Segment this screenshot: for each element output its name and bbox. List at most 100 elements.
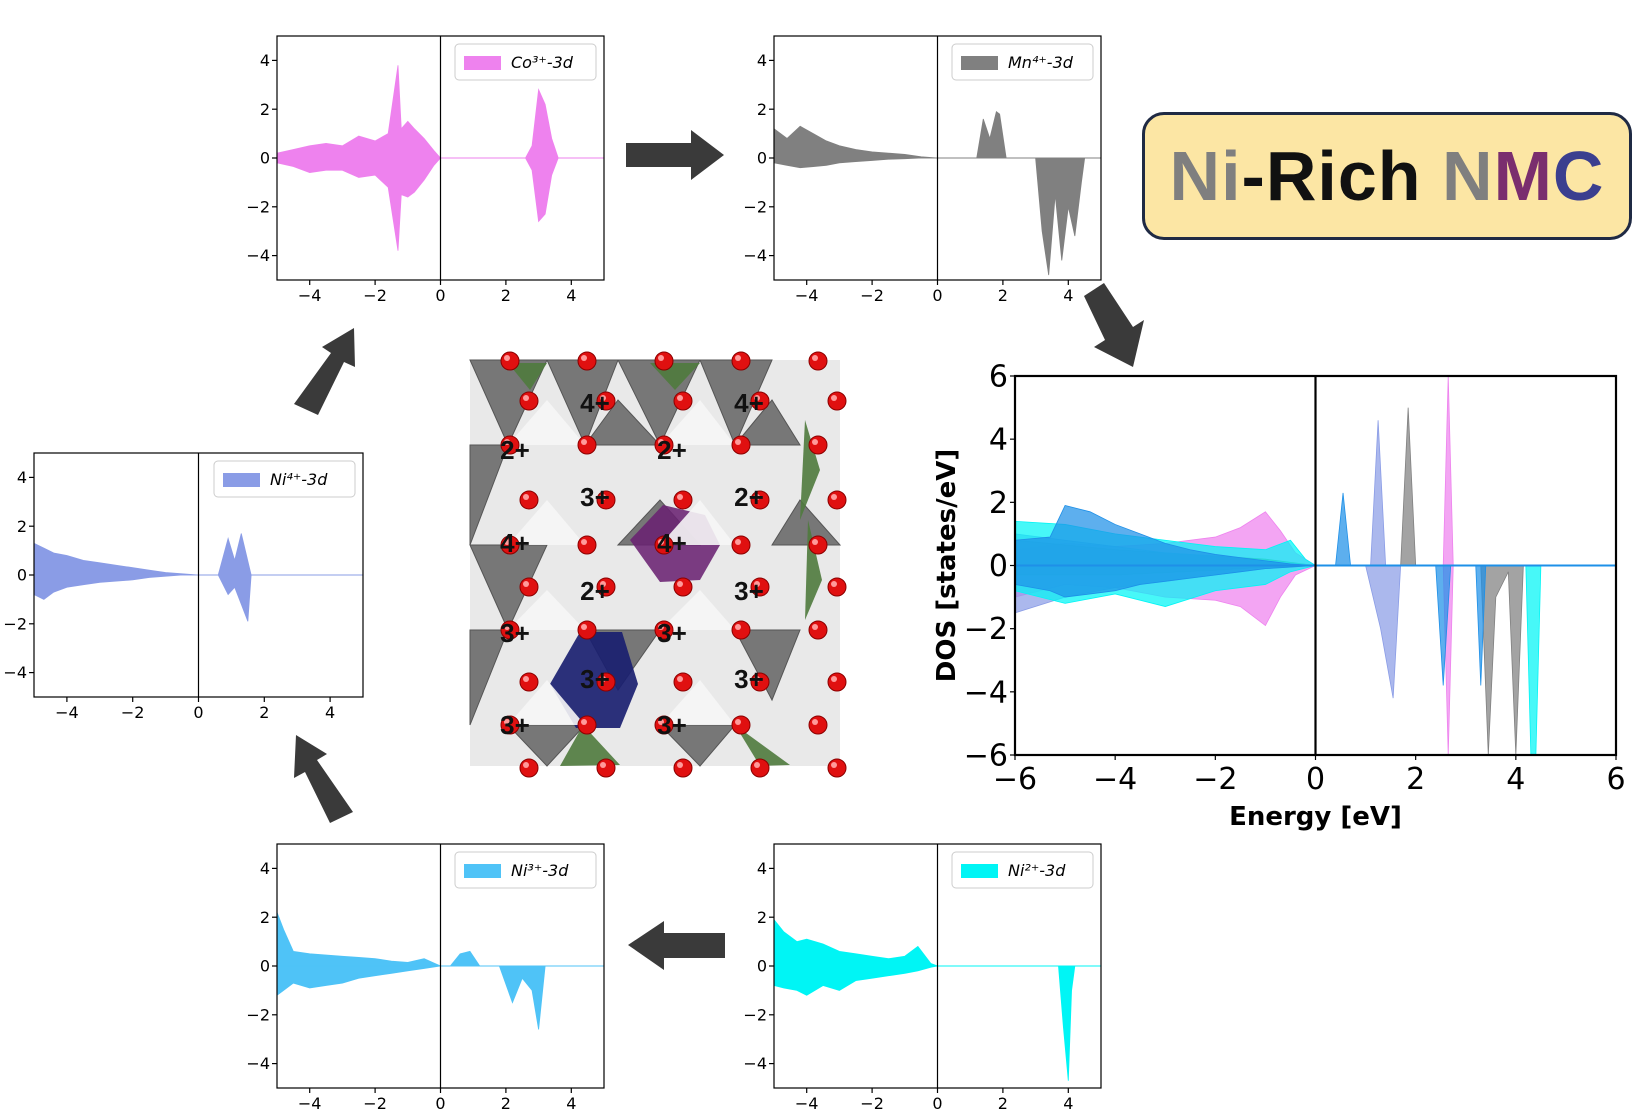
oxygen-atom — [827, 577, 847, 597]
oxygen-atom — [577, 435, 597, 455]
oxidation-state-label: 3+ — [657, 618, 687, 648]
oxygen-atom — [654, 351, 674, 371]
lattice-triangle — [508, 500, 585, 545]
x-tick-label: −6 — [993, 762, 1037, 797]
plot-area — [34, 533, 363, 622]
oxygen-atom — [731, 535, 751, 555]
lattice-triangle — [660, 590, 735, 630]
legend: Ni³⁺-3d — [454, 851, 597, 889]
y-tick-label: 0 — [260, 149, 270, 168]
series-down-area — [774, 157, 1101, 276]
x-tick-label: 0 — [193, 703, 203, 722]
series-down-area — [277, 965, 604, 1030]
octahedron-face — [733, 399, 801, 446]
legend: Co³⁺-3d — [454, 43, 597, 81]
y-tick-label: −4 — [743, 1054, 767, 1073]
x-tick-label: −4 — [55, 703, 79, 722]
lattice-triangle — [660, 680, 735, 725]
x-tick-label: 4 — [325, 703, 335, 722]
crystal-structure: 4+ 4+ 2+ 2+ 3+ 2+ 4+ 4+ 2+ 3+ 3+ 3+ 3+ 3+ 3+ 3+ — [469, 351, 847, 778]
oxygen-atom — [827, 391, 847, 411]
y-tick-label: 2 — [17, 517, 27, 536]
atom-highlight — [677, 581, 683, 587]
x-tick-label: 2 — [998, 286, 1008, 305]
legend-box — [454, 851, 597, 889]
y-tick-label: −2 — [3, 614, 27, 633]
x-axis-label: Energy [eV] — [1229, 802, 1402, 832]
dos-plot-co3: −4 −2 0 2 4 4 2 0 −2 −4 Co³⁺-3d — [246, 35, 605, 305]
series-down-area — [277, 157, 604, 251]
y-tick-label: −4 — [246, 1054, 270, 1073]
x-tick-label: 0 — [932, 286, 942, 305]
dos-plots-layer: −4 −2 0 2 4 4 2 0 −2 −4 Co³⁺-3d −4 −2 0 2 4 4 2 0 −2 −4 Mn⁴⁺-… — [3, 35, 1626, 1113]
title-part-n: N — [1442, 137, 1494, 215]
oxidation-state-label: 2+ — [500, 435, 530, 465]
legend-label: Ni⁴⁺-3d — [270, 470, 328, 489]
x-tick-label: 2 — [998, 1094, 1008, 1113]
oxygen-atom — [731, 351, 751, 371]
series-down-area — [34, 574, 363, 622]
atom-highlight — [735, 439, 741, 445]
atom-highlight — [504, 355, 510, 361]
lattice-triangle — [508, 400, 585, 445]
legend-swatch — [961, 864, 998, 878]
octahedron-face — [771, 499, 842, 546]
title-part-m: M — [1493, 137, 1553, 215]
legend-label: Ni²⁺-3d — [1008, 861, 1066, 880]
atom-highlight — [658, 719, 664, 725]
y-tick-label: −4 — [3, 663, 27, 682]
plot-area — [774, 919, 1101, 1081]
x-tick-label: 2 — [259, 703, 269, 722]
plot-area — [774, 110, 1101, 276]
atom-highlight — [523, 581, 529, 587]
y-tick-label: 6 — [989, 360, 1008, 395]
lattice-triangle — [660, 500, 735, 545]
y-tick-label: −2 — [246, 1005, 270, 1024]
arrow-down-right-icon — [1084, 283, 1144, 367]
dos-plot-ni4: −4 −2 0 2 4 4 2 0 −2 −4 Ni⁴⁺-3d — [3, 452, 364, 722]
oxygen-atom — [827, 758, 847, 778]
atom-highlight — [581, 624, 587, 630]
x-tick-label: 4 — [566, 286, 576, 305]
y-tick-label: −2 — [246, 197, 270, 216]
x-tick-label: 6 — [1606, 762, 1625, 797]
y-tick-label: −2 — [743, 1005, 767, 1024]
y-tick-label: −4 — [743, 246, 767, 265]
tetrahedron-face — [560, 725, 620, 766]
legend: Ni²⁺-3d — [951, 851, 1094, 889]
atom-highlight — [754, 494, 760, 500]
x-tick-label: 4 — [566, 1094, 576, 1113]
atom-highlight — [831, 762, 837, 768]
atom-highlight — [600, 762, 606, 768]
atom-highlight — [735, 624, 741, 630]
atom-highlight — [581, 719, 587, 725]
oxidation-state-label: 2+ — [734, 482, 764, 512]
series-down-area — [774, 965, 1101, 1081]
x-tick-label: 0 — [435, 1094, 445, 1113]
tetrahedron-face — [508, 363, 547, 390]
y-tick-label: 2 — [260, 100, 270, 119]
oxidation-state-label: 3+ — [657, 710, 687, 740]
x-tick-label: 2 — [501, 1094, 511, 1113]
atom-highlight — [523, 395, 529, 401]
atom-highlight — [812, 355, 818, 361]
oxygen-atom — [596, 758, 616, 778]
dos-plot-ni2: −4 −2 0 2 4 4 2 0 −2 −4 Ni²⁺-3d — [743, 843, 1102, 1113]
legend-box — [951, 43, 1094, 81]
oxygen-atom — [750, 758, 770, 778]
x-tick-label: 0 — [932, 1094, 942, 1113]
atom-highlight — [677, 494, 683, 500]
y-tick-label: −6 — [964, 739, 1008, 774]
atom-highlight — [677, 395, 683, 401]
legend-swatch — [223, 473, 260, 487]
x-tick-label: −4 — [298, 1094, 322, 1113]
title-part-ni: Ni — [1169, 137, 1242, 215]
oxidation-state-label: 3+ — [580, 664, 610, 694]
oxygen-atom — [808, 620, 828, 640]
y-tick-label: 4 — [989, 423, 1008, 458]
octahedron-face — [734, 629, 801, 702]
y-tick-label: −2 — [743, 197, 767, 216]
legend-box — [213, 460, 356, 498]
series-up-area — [277, 912, 604, 967]
oxidation-state-label: 3+ — [580, 482, 610, 512]
